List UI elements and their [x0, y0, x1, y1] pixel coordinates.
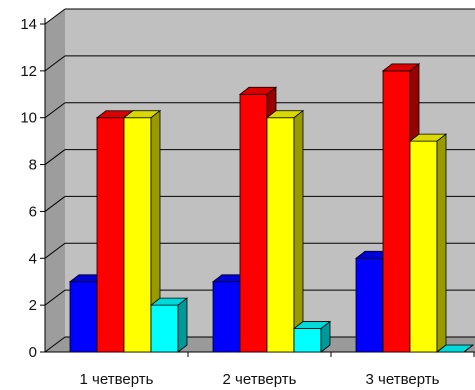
bar: [122, 109, 162, 353]
bar-side: [436, 133, 447, 353]
bar-side: [293, 109, 304, 353]
bar: [435, 344, 475, 353]
bar-front: [355, 257, 384, 353]
y-tick-label: 6: [29, 203, 37, 220]
gridline-side: [44, 102, 66, 119]
side-wall: [45, 9, 65, 352]
bar-front: [212, 281, 241, 353]
bar-front: [266, 117, 295, 353]
bar-front: [239, 93, 268, 353]
x-tick-label: 1 четверть: [80, 371, 154, 388]
bar-front: [293, 328, 322, 353]
bar-front: [382, 70, 411, 353]
y-tick-label: 8: [29, 157, 37, 174]
bar: [292, 320, 332, 353]
y-tick-label: 10: [20, 110, 37, 127]
bar-front: [69, 281, 98, 353]
y-tick-label: 12: [20, 63, 37, 80]
bars: [68, 63, 475, 353]
x-tick-label: 3 четверть: [366, 371, 440, 388]
x-tick-labels: 1 четверть 2 четверть 3 четверть: [80, 352, 475, 388]
bar-front: [123, 117, 152, 353]
gridline-side: [44, 336, 66, 353]
gridline-side: [44, 196, 66, 212]
bar-side: [463, 344, 474, 353]
bar-front: [150, 304, 179, 353]
y-tick-label: 2: [29, 297, 37, 314]
bar-side: [320, 320, 331, 353]
bar-side: [177, 297, 188, 353]
bar: [408, 133, 448, 353]
gridline-side: [44, 242, 66, 259]
bar: [265, 109, 305, 353]
gridline-side: [44, 149, 66, 165]
y-tick-label: 4: [29, 250, 37, 267]
y-tick-label: 0: [29, 344, 37, 361]
gridline-side: [44, 8, 66, 25]
x-tick-label: 2 четверть: [223, 371, 297, 388]
gridline-side: [44, 289, 66, 306]
bar-front: [409, 140, 438, 353]
y-tick-label: 14: [20, 16, 37, 33]
bar: [149, 297, 189, 353]
bar-front: [96, 117, 125, 353]
gridline-side: [44, 55, 66, 72]
y-tick-labels: 0 2 4 6 8 10 12 14: [20, 16, 45, 361]
